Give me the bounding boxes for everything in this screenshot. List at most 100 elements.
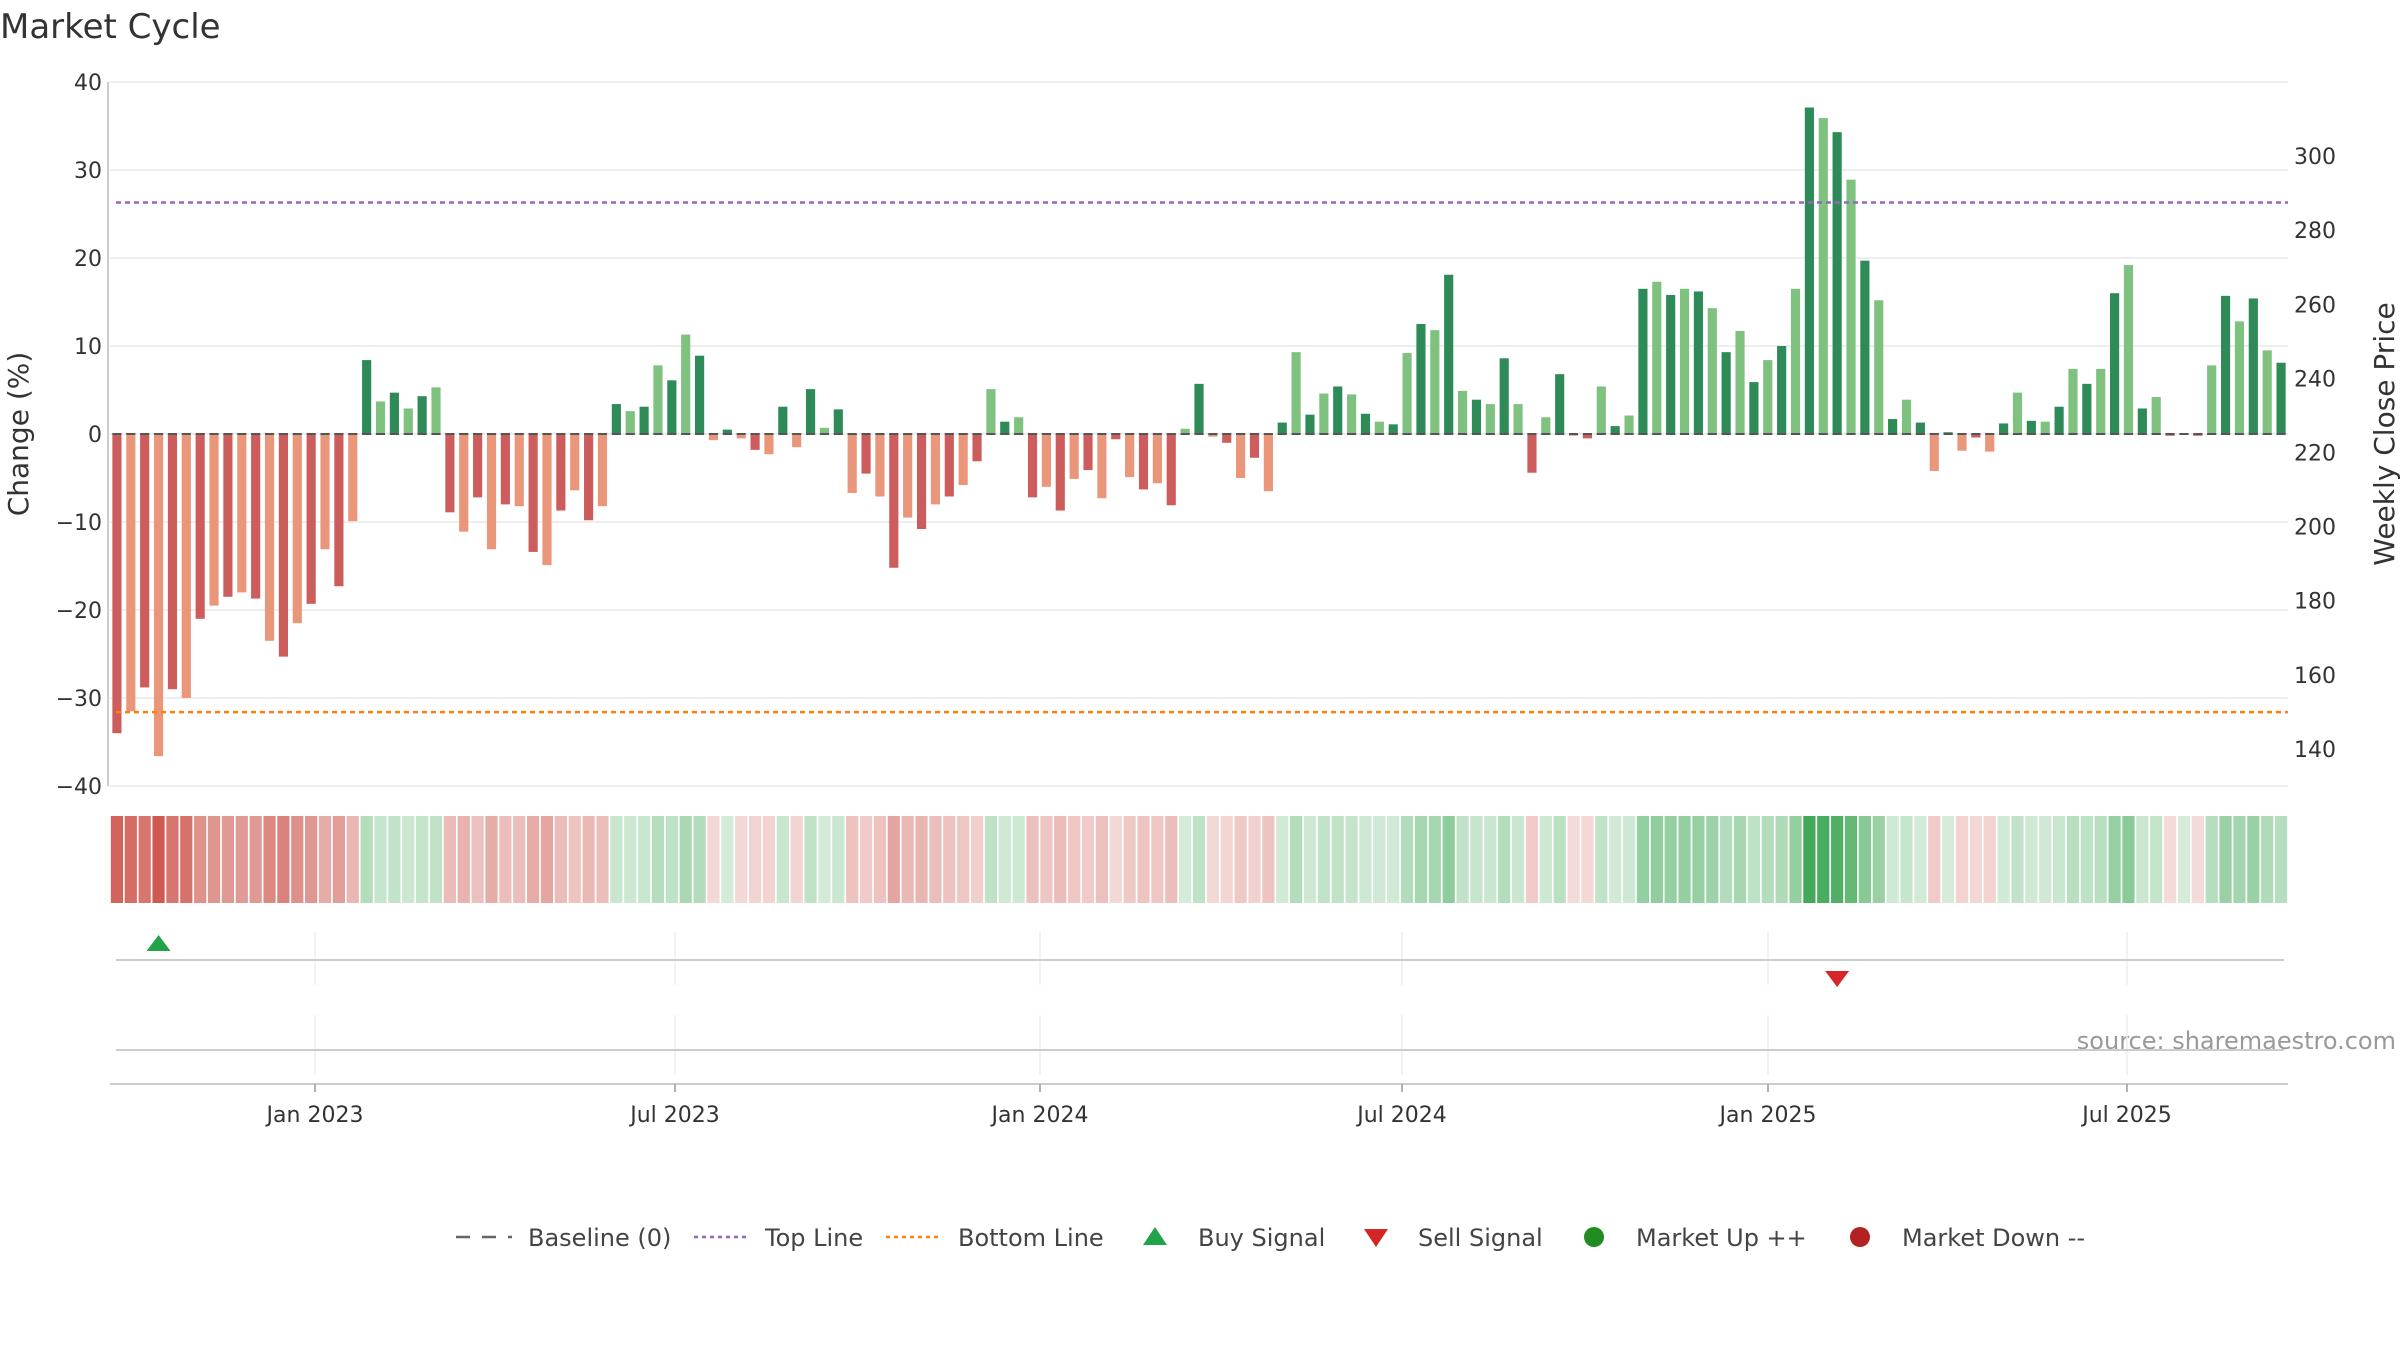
bar	[264, 434, 275, 641]
bar	[1638, 288, 1648, 434]
bar	[681, 334, 691, 434]
bar	[195, 434, 205, 619]
bar	[1679, 288, 1690, 434]
bar	[528, 434, 538, 552]
intensity-cell	[1622, 816, 1636, 903]
intensity-cell	[388, 816, 401, 903]
intensity-cell	[1303, 816, 1317, 903]
intensity-cell	[651, 816, 665, 903]
intensity-cell	[346, 816, 359, 903]
bar	[972, 434, 982, 462]
intensity-cell	[1955, 816, 1969, 903]
intensity-cell	[1498, 816, 1511, 903]
bar	[1527, 434, 1537, 473]
bar	[2276, 362, 2286, 434]
bar	[2207, 365, 2217, 434]
bar	[889, 434, 899, 568]
intensity-cell	[1789, 816, 1802, 903]
bar	[500, 434, 510, 505]
bar	[112, 434, 122, 734]
bar	[2096, 368, 2106, 434]
intensity-cell	[1539, 816, 1552, 903]
intensity-cell	[1692, 816, 1705, 903]
bar	[1804, 107, 1814, 435]
legend-item: Buy Signal	[1143, 1224, 1325, 1252]
bar	[1901, 399, 1912, 434]
bar	[1985, 434, 1995, 452]
legend-label: Baseline (0)	[528, 1224, 671, 1252]
intensity-cell	[1262, 816, 1275, 903]
intensity-cell	[1484, 816, 1497, 903]
x-axis: Jan 2023 Jul 2023 Jan 2024 Jul 2024 Jan 2025…	[110, 1083, 2288, 1128]
intensity-cell	[582, 816, 595, 903]
bar	[1055, 434, 1065, 511]
intensity-cell	[707, 816, 720, 903]
bar	[1027, 434, 1038, 498]
bar	[1430, 330, 1440, 434]
intensity-cell	[1095, 816, 1108, 903]
bar	[2248, 298, 2258, 434]
intensity-cell	[485, 816, 498, 903]
bar	[653, 365, 663, 434]
grid-lines	[110, 81, 2288, 787]
intensity-cell	[735, 816, 748, 903]
bar	[1416, 324, 1426, 434]
bar	[1083, 434, 1093, 471]
intensity-cell	[1886, 816, 1899, 903]
bar	[181, 434, 191, 698]
bar	[611, 404, 621, 434]
intensity-cell	[1831, 816, 1844, 903]
intensity-cell	[1761, 816, 1774, 903]
intensity-cell	[540, 816, 554, 903]
intensity-cell	[1123, 816, 1136, 903]
intensity-cell	[1525, 816, 1539, 903]
intensity-cell	[416, 816, 429, 903]
intensity-cell	[2233, 816, 2246, 903]
intensity-cell	[1456, 816, 1469, 903]
intensity-cell	[124, 816, 137, 903]
intensity-cell	[1470, 816, 1483, 903]
intensity-cell	[1844, 816, 1858, 903]
intensity-cell	[2150, 816, 2163, 903]
bar	[639, 406, 649, 434]
intensity-cell	[291, 816, 304, 903]
intensity-cell	[1373, 816, 1386, 903]
bar	[1624, 415, 1634, 434]
bar	[1971, 434, 1981, 438]
bar	[667, 380, 677, 434]
bar	[1818, 118, 1828, 434]
intensity-cell	[1442, 816, 1455, 903]
bar	[2110, 293, 2120, 434]
intensity-cell	[1179, 816, 1192, 903]
intensity-cell	[1040, 816, 1053, 903]
intensity-cell	[943, 816, 956, 903]
bar	[2012, 392, 2023, 434]
legend-label: Market Down --	[1902, 1224, 2085, 1252]
bar-series	[112, 107, 2286, 757]
bar	[1666, 294, 1676, 434]
y-tick-label: −40	[56, 775, 102, 800]
intensity-cell	[180, 816, 193, 903]
bar	[1305, 414, 1315, 434]
bar	[708, 434, 719, 441]
bar	[403, 408, 413, 434]
intensity-cell	[887, 816, 900, 903]
y-tick-label: −10	[56, 511, 102, 536]
bar	[833, 409, 843, 434]
bar	[1111, 434, 1121, 440]
intensity-cell	[554, 816, 567, 903]
legend: Baseline (0) Top Line Bottom Line Buy Signa…	[456, 1224, 2085, 1252]
intensity-cell	[318, 816, 332, 903]
bar	[805, 389, 816, 434]
bar	[1999, 423, 2009, 434]
bar	[1194, 383, 1204, 434]
intensity-cell	[568, 816, 581, 903]
intensity-cell	[332, 816, 346, 903]
intensity-cell	[1290, 816, 1303, 903]
legend-label: Bottom Line	[958, 1224, 1104, 1252]
legend-item: Sell Signal	[1364, 1224, 1543, 1252]
bar	[2151, 397, 2161, 434]
intensity-cell	[1900, 816, 1913, 903]
intensity-cell	[360, 816, 373, 903]
intensity-cell	[1234, 816, 1247, 903]
